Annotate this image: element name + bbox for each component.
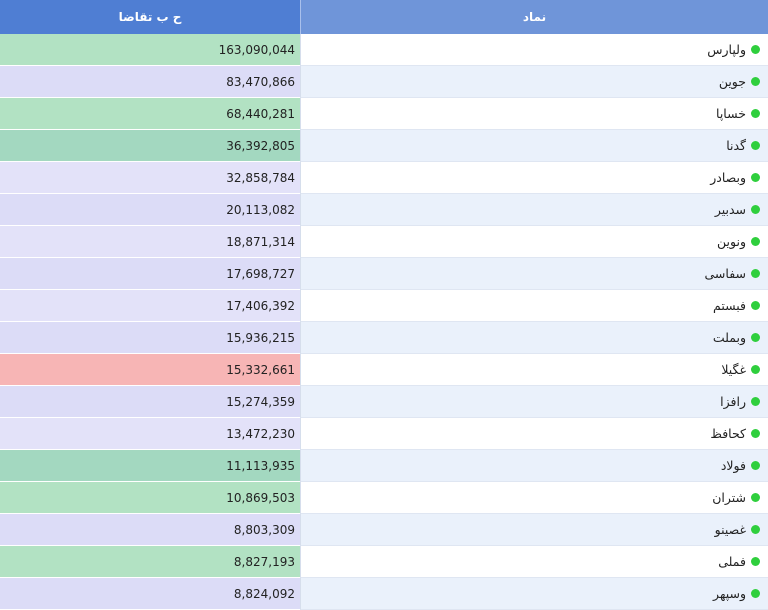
status-dot-icon [751,301,760,310]
symbol-name: سفاسی [704,266,747,281]
symbol-name: رافزا [720,394,746,409]
status-dot-icon [751,397,760,406]
symbol-cell[interactable]: وسپهر [300,578,768,610]
demand-value-cell: 15,274,359 [0,386,300,418]
symbol-cell[interactable]: جوین [300,66,768,98]
symbol-name: غگیلا [721,362,746,377]
status-dot-icon [751,525,760,534]
table-row[interactable]: جوین 83,470,866 [0,66,768,98]
status-dot-icon [751,461,760,470]
symbol-name: فولاد [720,458,746,473]
table-row[interactable]: رافزا 15,274,359 [0,386,768,418]
symbol-cell[interactable]: رافزا [300,386,768,418]
status-dot-icon [751,141,760,150]
symbol-cell[interactable]: فملی [300,546,768,578]
symbol-cell[interactable]: خساپا [300,98,768,130]
status-dot-icon [751,77,760,86]
demand-value-cell: 32,858,784 [0,162,300,194]
symbol-cell[interactable]: ونوین [300,226,768,258]
demand-value-cell: 15,332,661 [0,354,300,386]
symbol-cell[interactable]: وبملت [300,322,768,354]
status-dot-icon [751,237,760,246]
table-row[interactable]: گدنا 36,392,805 [0,130,768,162]
table-row[interactable]: کحافظ 13,472,230 [0,418,768,450]
table-row[interactable]: ونوین 18,871,314 [0,226,768,258]
symbol-name: وبصادر [710,170,746,185]
status-dot-icon [751,589,760,598]
status-dot-icon [751,205,760,214]
symbol-cell[interactable]: شتران [300,482,768,514]
symbol-name: وبملت [712,330,746,345]
symbol-name: وسپهر [713,586,746,601]
demand-value-cell: 8,803,309 [0,514,300,546]
symbol-cell[interactable]: ولپارس [300,34,768,66]
symbol-cell[interactable]: فبستم [300,290,768,322]
table-row[interactable]: وبصادر 32,858,784 [0,162,768,194]
table-row[interactable]: سفاسی 17,698,727 [0,258,768,290]
table-row[interactable]: غصینو 8,803,309 [0,514,768,546]
symbol-name: فبستم [713,298,746,313]
symbol-cell[interactable]: غصینو [300,514,768,546]
symbol-name: سدبیر [714,202,746,217]
table-row[interactable]: شتران 10,869,503 [0,482,768,514]
demand-value-cell: 10,869,503 [0,482,300,514]
symbol-cell[interactable]: غگیلا [300,354,768,386]
demand-value-cell: 18,871,314 [0,226,300,258]
demand-value-cell: 8,827,193 [0,546,300,578]
table-row[interactable]: وبملت 15,936,215 [0,322,768,354]
symbol-name: فملی [718,554,746,569]
status-dot-icon [751,333,760,342]
column-header-demand-value[interactable]: ح ب تقاضا [0,0,300,34]
symbol-name: خساپا [716,106,746,121]
table-row[interactable]: غگیلا 15,332,661 [0,354,768,386]
status-dot-icon [751,269,760,278]
symbol-name: کحافظ [710,426,746,441]
symbol-name: جوین [718,74,746,89]
symbol-cell[interactable]: سدبیر [300,194,768,226]
table-row[interactable]: سدبیر 20,113,082 [0,194,768,226]
status-dot-icon [751,173,760,182]
table-row[interactable]: وسپهر 8,824,092 [0,578,768,610]
symbol-cell[interactable]: فولاد [300,450,768,482]
demand-value-cell: 15,936,215 [0,322,300,354]
table-row[interactable]: خساپا 68,440,281 [0,98,768,130]
demand-value-cell: 83,470,866 [0,66,300,98]
table-header: نماد ح ب تقاضا [0,0,768,34]
status-dot-icon [751,365,760,374]
symbol-cell[interactable]: وبصادر [300,162,768,194]
symbol-name: ونوین [717,234,746,249]
status-dot-icon [751,45,760,54]
demand-value-cell: 36,392,805 [0,130,300,162]
demand-value-cell: 11,113,935 [0,450,300,482]
table-row[interactable]: فبستم 17,406,392 [0,290,768,322]
symbol-name: غصینو [714,522,746,537]
demand-value-cell: 13,472,230 [0,418,300,450]
status-dot-icon [751,557,760,566]
demand-value-cell: 8,824,092 [0,578,300,610]
table-row[interactable]: ولپارس 163,090,044 [0,34,768,66]
table-row[interactable]: فولاد 11,113,935 [0,450,768,482]
table-row[interactable]: فملی 8,827,193 [0,546,768,578]
status-dot-icon [751,493,760,502]
demand-value-cell: 163,090,044 [0,34,300,66]
demand-value-cell: 17,698,727 [0,258,300,290]
symbol-cell[interactable]: گدنا [300,130,768,162]
demand-value-cell: 17,406,392 [0,290,300,322]
column-header-symbol[interactable]: نماد [300,0,768,34]
symbol-name: شتران [712,490,746,505]
symbol-cell[interactable]: کحافظ [300,418,768,450]
demand-value-cell: 68,440,281 [0,98,300,130]
status-dot-icon [751,429,760,438]
demand-value-cell: 20,113,082 [0,194,300,226]
symbol-cell[interactable]: سفاسی [300,258,768,290]
status-dot-icon [751,109,760,118]
symbol-name: گدنا [726,138,746,153]
symbol-name: ولپارس [707,42,746,57]
